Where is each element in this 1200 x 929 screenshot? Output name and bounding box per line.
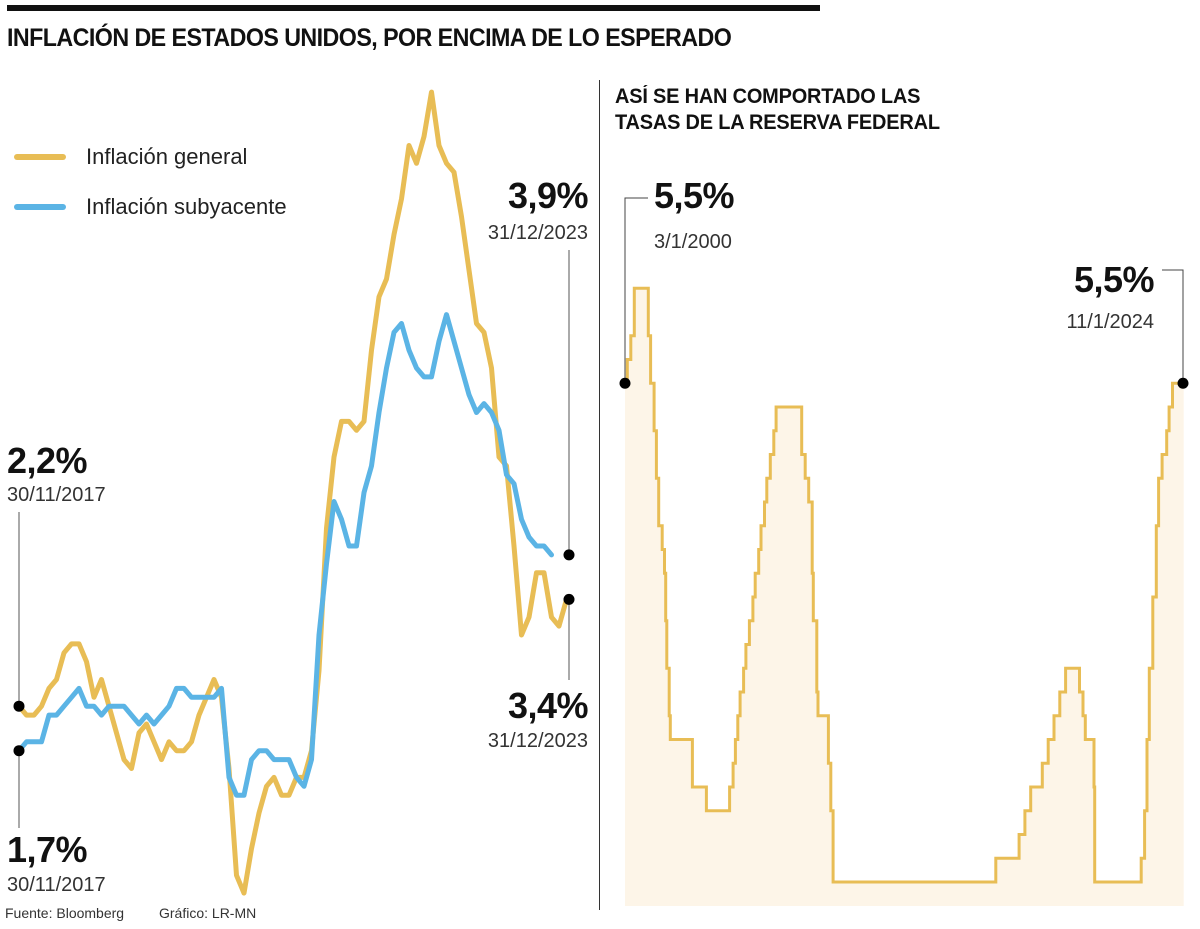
legend: Inflación general Inflación subyacente: [14, 132, 287, 232]
fed-end-dot: [1177, 377, 1189, 389]
fed-rate-title-line2: TASAS DE LA RESERVA FEDERAL: [615, 111, 940, 134]
fed-end-value: 5,5%: [1073, 259, 1155, 300]
legend-item-core: Inflación subyacente: [14, 182, 287, 232]
core-end-dot: [563, 549, 575, 561]
core-start-value: 1,7%: [7, 829, 88, 870]
general-end-date: 31/12/2023: [487, 730, 588, 752]
general-start-date: 30/11/2017: [7, 484, 106, 506]
core-start-dot: [13, 745, 25, 757]
general-end-dot: [563, 593, 575, 605]
fed-start-dot: [619, 377, 631, 389]
panel-divider: [599, 80, 600, 910]
general-start-dot: [13, 700, 25, 712]
general-start-value: 2,2%: [7, 440, 88, 481]
legend-label: Inflación general: [86, 144, 248, 169]
fed-rate-line: [625, 286, 1184, 884]
legend-label: Inflación subyacente: [86, 194, 287, 219]
legend-swatch-core: [14, 204, 66, 210]
legend-swatch-general: [14, 154, 66, 160]
legend-item-general: Inflación general: [14, 132, 287, 182]
fed-rate-area: [625, 288, 1184, 906]
fed-start-date: 3/1/2000: [654, 231, 732, 253]
fed-start-value: 5,5%: [654, 175, 735, 216]
fed-rate-title: ASÍ SE HAN COMPORTADO LAS TASAS DE LA RE…: [615, 84, 940, 136]
general-end-value: 3,4%: [507, 685, 589, 726]
fed-end-date: 11/1/2024: [1066, 311, 1155, 333]
core-end-value: 3,9%: [507, 175, 589, 216]
general-inflation-line: [16, 89, 569, 896]
page-title: INFLACIÓN DE ESTADOS UNIDOS, POR ENCIMA …: [7, 24, 732, 52]
fed-rate-title-line1: ASÍ SE HAN COMPORTADO LAS: [615, 85, 921, 108]
core-end-date: 31/12/2023: [487, 222, 588, 244]
core-inflation-line: [16, 312, 554, 798]
top-rule: [7, 5, 820, 11]
inflation-line-chart: [13, 89, 575, 896]
source-note: Fuente: Bloomberg: [5, 905, 125, 921]
credit-note: Gráfico: LR-MN: [159, 905, 257, 921]
core-start-date: 30/11/2017: [7, 874, 106, 896]
leader-line: [624, 197, 648, 384]
leader-line: [1162, 269, 1184, 384]
fed-rate-step-chart: [619, 197, 1189, 906]
